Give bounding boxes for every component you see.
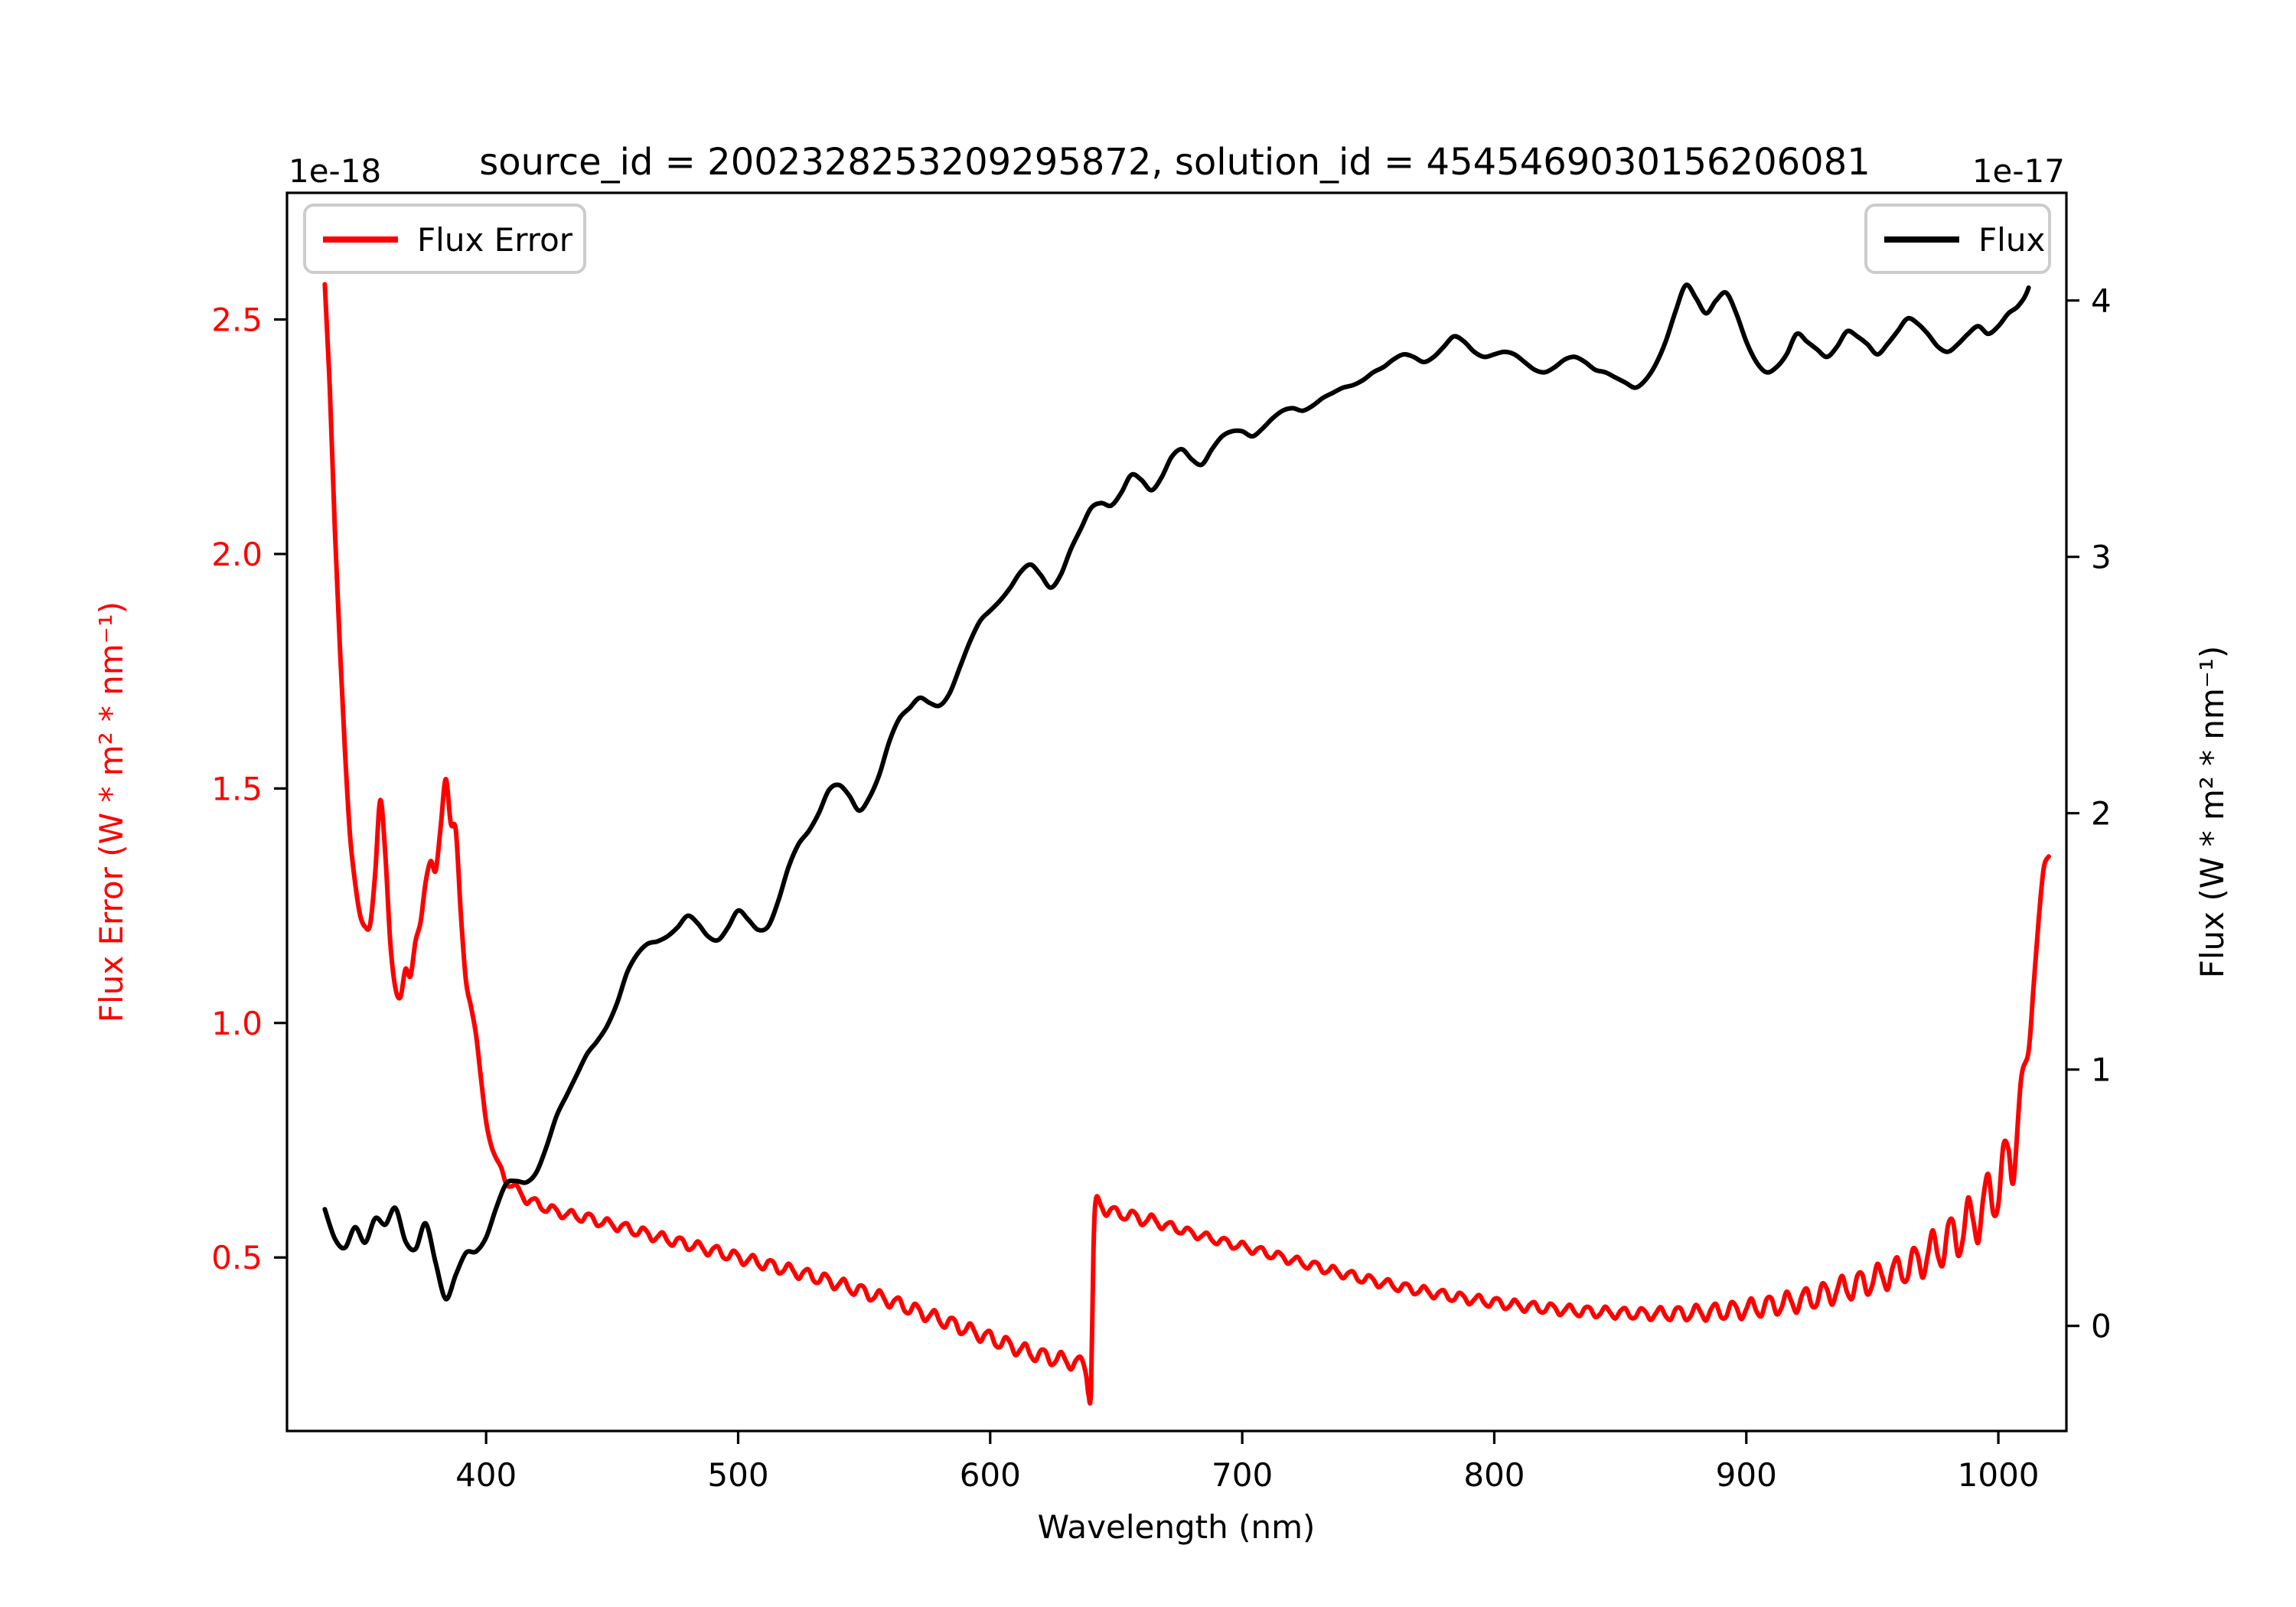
x-tick-label: 1000 xyxy=(1958,1456,2040,1494)
x-axis-ticks: 400 500 600 700 800 900 1000 xyxy=(455,1431,2040,1494)
x-tick-label: 400 xyxy=(455,1456,517,1494)
series-line-flux xyxy=(322,282,2031,1302)
page-title: source_id = 2002328253209295872, solutio… xyxy=(479,141,1870,184)
left-y-axis-label: Flux Error (W * m² * nm⁻¹) xyxy=(93,601,130,1022)
left-y-tick-label: 2.5 xyxy=(211,301,263,338)
left-y-axis-ticks: 0.5 1.0 1.5 2.0 2.5 xyxy=(211,301,287,1276)
x-tick-label: 500 xyxy=(707,1456,768,1494)
right-axis-offset-label: 1e-17 xyxy=(1972,152,2065,190)
right-y-tick-label: 3 xyxy=(2091,539,2112,576)
x-tick-label: 600 xyxy=(960,1456,1021,1494)
x-tick-label: 700 xyxy=(1212,1456,1273,1494)
right-y-axis-label: Flux (W * m² * nm⁻¹) xyxy=(2193,646,2231,979)
legend-flux-error-label: Flux Error xyxy=(417,221,573,259)
series-line-flux-error xyxy=(322,282,2051,1406)
legend-flux-error[interactable]: Flux Error xyxy=(303,204,586,274)
legend-flux[interactable]: Flux xyxy=(1864,204,2051,274)
x-tick-label: 900 xyxy=(1716,1456,1777,1494)
left-y-tick-label: 0.5 xyxy=(211,1239,263,1276)
right-y-tick-label: 1 xyxy=(2091,1051,2112,1089)
left-y-tick-label: 1.0 xyxy=(211,1005,263,1042)
x-tick-label: 800 xyxy=(1463,1456,1525,1494)
left-y-tick-label: 1.5 xyxy=(211,770,263,807)
right-y-axis-ticks: 0 1 2 3 4 xyxy=(2066,282,2112,1345)
right-y-tick-label: 2 xyxy=(2091,795,2112,833)
right-y-tick-label: 0 xyxy=(2091,1308,2112,1345)
left-y-tick-label: 2.0 xyxy=(211,536,263,573)
legend-flux-label: Flux xyxy=(1978,221,2045,259)
legend-flux-error-box xyxy=(303,204,586,274)
plot-frame xyxy=(285,191,2068,1433)
left-axis-offset-label: 1e-18 xyxy=(289,152,381,190)
x-axis-label: Wavelength (nm) xyxy=(1038,1508,1316,1546)
right-y-tick-label: 4 xyxy=(2091,282,2112,320)
